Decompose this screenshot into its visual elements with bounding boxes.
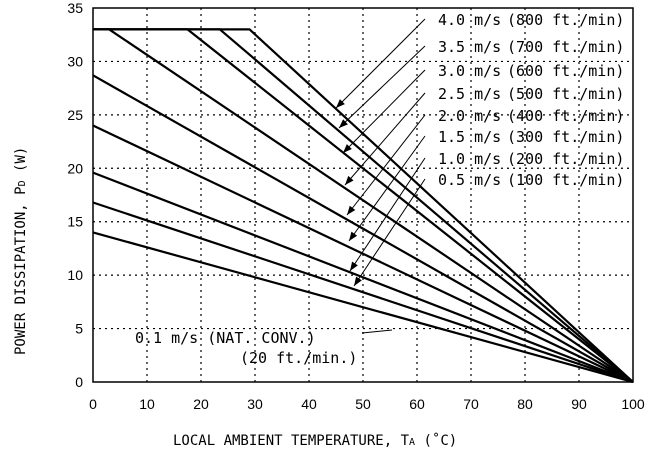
series-speed-label: 0.5 m/s [438,171,501,189]
series-flow-label: (700 ft./min) [507,38,624,56]
label-leader-line [335,18,426,109]
label-leader-line [349,157,426,272]
series-line [92,124,634,383]
x-tick-label: 20 [193,396,209,412]
x-tick-label: 0 [89,396,97,412]
series-line [92,74,634,383]
plot-frame [92,7,634,383]
x-tick-label: 10 [139,396,155,412]
label-leader-line [348,135,426,242]
y-axis-ticks: 0 5 10 15 20 25 30 35 [67,0,83,390]
series-lines [92,28,634,384]
x-tick-label: 50 [355,396,371,412]
label-arrowhead [347,205,356,215]
x-tick-label: 80 [517,396,533,412]
series-line [92,171,634,384]
y-tick-label: 15 [67,214,83,230]
label-arrowhead [354,276,362,286]
label-arrowhead [343,144,352,153]
x-axis-ticks: 0 10 20 30 40 50 60 70 80 90 100 [89,396,645,412]
y-axis-title: POWER DISSIPATION, PD (W) [13,147,29,355]
series-flow-label: (300 ft./min) [507,128,624,146]
label-leaders [335,18,426,287]
series-line [92,231,634,384]
x-axis-title: LOCAL AMBIENT TEMPERATURE, TA (˚C) [173,432,457,449]
series-speed-label: 1.5 m/s [438,128,501,146]
x-tick-label: 70 [463,396,479,412]
series-flow-label: (400 ft./min) [507,107,624,125]
y-tick-label: 10 [67,267,83,283]
series-speed-label: 4.0 m/s [438,11,501,29]
natural-convection-sublabel: (20 ft./min.) [240,349,357,367]
label-arrowhead [339,119,348,128]
label-leader-line [346,114,426,216]
series-flow-label: (200 ft./min) [507,150,624,168]
series-speed-label: 3.0 m/s [438,62,501,80]
x-tick-label: 60 [409,396,425,412]
series-speed-label: 3.5 m/s [438,38,501,56]
y-tick-label: 0 [75,374,83,390]
label-arrowhead [349,231,358,241]
series-speed-label: 1.0 m/s [438,150,501,168]
x-tick-label: 100 [621,396,645,412]
y-tick-label: 30 [67,53,83,69]
series-flow-label: (100 ft./min) [507,171,624,189]
x-tick-label: 40 [301,396,317,412]
series-line [92,201,634,384]
series-line [93,28,634,383]
x-tick-label: 90 [571,396,587,412]
y-tick-label: 35 [67,0,83,16]
series-flow-label: (600 ft./min) [507,62,624,80]
label-leader-line [338,45,426,129]
x-tick-label: 30 [247,396,263,412]
y-tick-label: 5 [75,321,83,337]
y-tick-label: 25 [67,107,83,123]
series-flow-label: (800 ft./min) [507,11,624,29]
label-arrowhead [336,99,345,108]
series-labels: 4.0 m/s (800 ft./min) 3.5 m/s (700 ft./min)… [438,11,624,189]
label-leader-line [342,69,426,154]
label-leader-line [344,92,426,186]
series-speed-label: 2.0 m/s [438,107,501,125]
y-tick-label: 20 [67,160,83,176]
series-speed-label: 2.5 m/s [438,85,501,103]
natural-convection-label: 0.1 m/s (NAT. CONV.) [135,329,316,347]
label-leader-line [353,178,426,287]
label-arrowhead [345,175,354,185]
series-flow-label: (500 ft./min) [507,85,624,103]
natural-convection-leader [361,329,393,334]
label-arrowhead [350,261,358,271]
